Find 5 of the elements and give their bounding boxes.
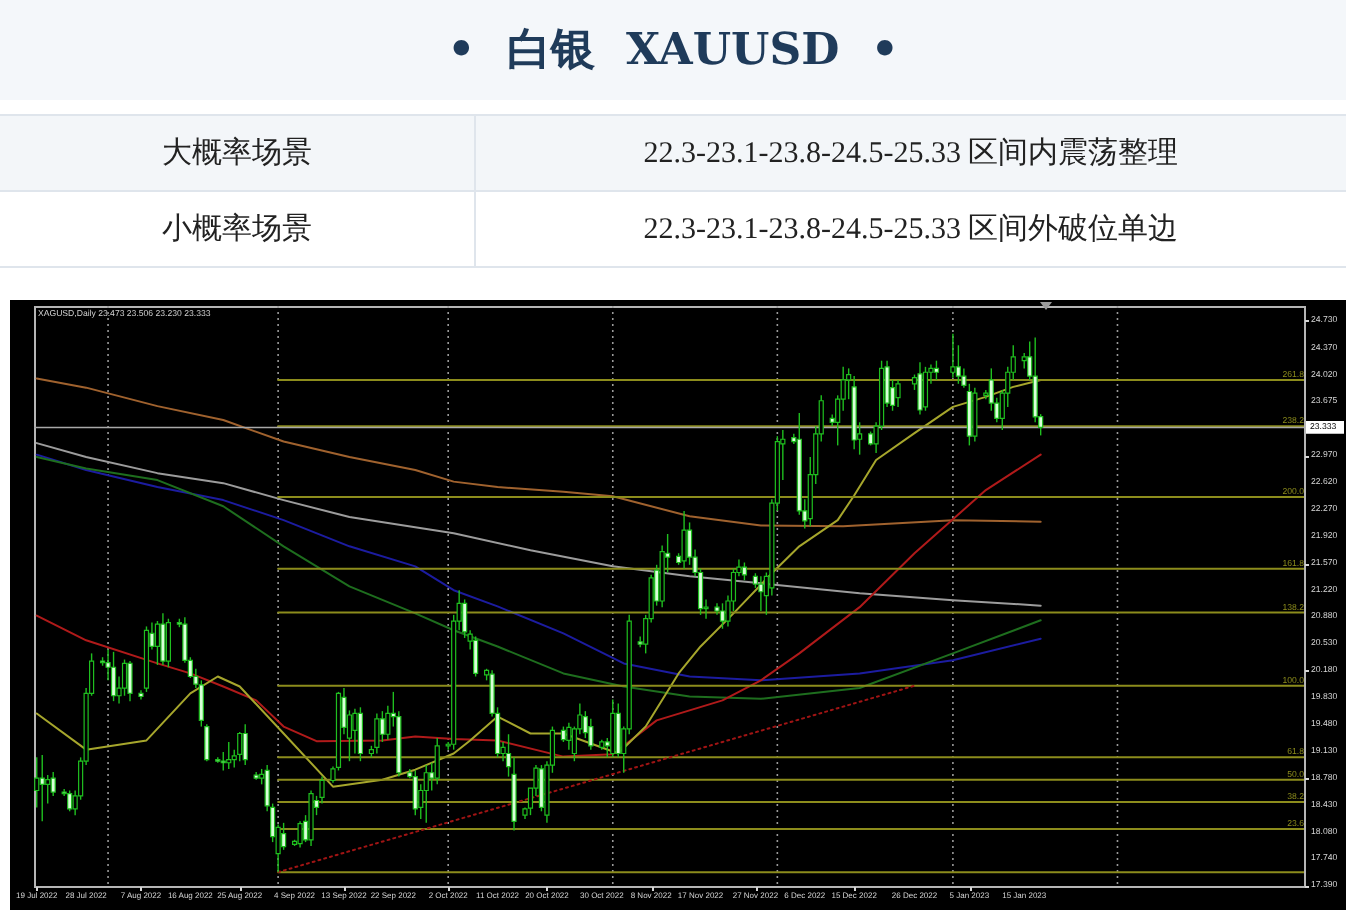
chart-title: • 白银 XAUUSD • xyxy=(0,0,1346,100)
text: 22.3-23.1-23.8-24.5-25.33 区间内震荡整理 xyxy=(475,115,1346,191)
text: 大概率场景 xyxy=(0,115,475,191)
text: 22.3-23.1-23.8-24.5-25.33 区间外破位单边 xyxy=(475,191,1346,267)
text: 小概率场景 xyxy=(0,191,475,267)
